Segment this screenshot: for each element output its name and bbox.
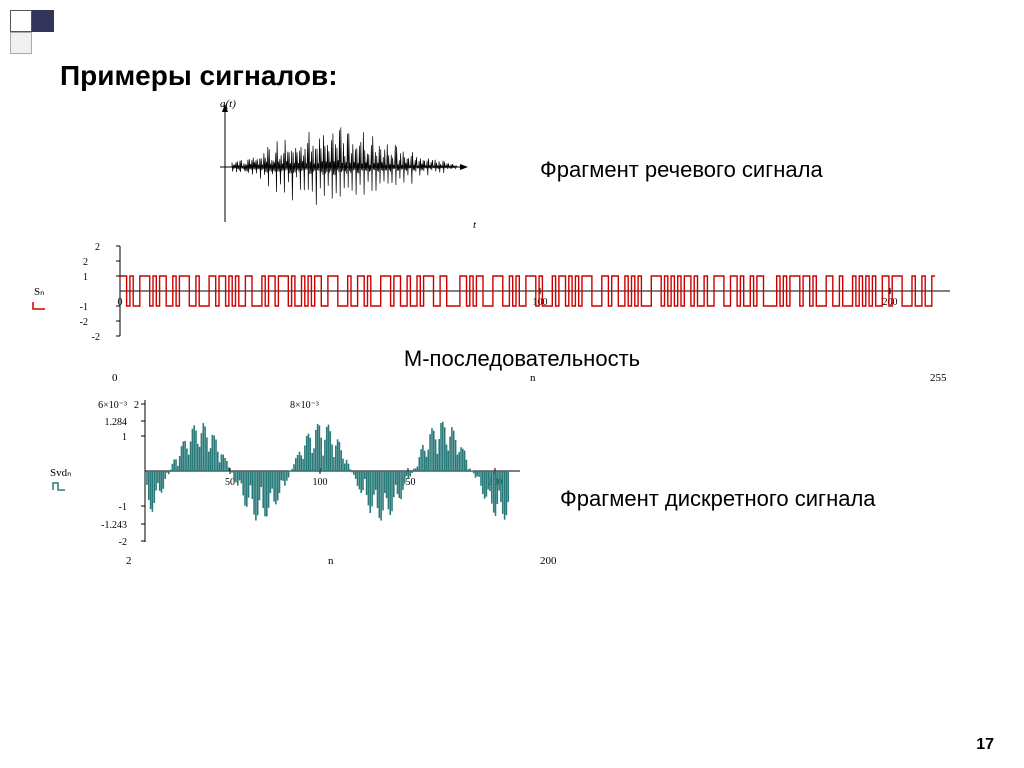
- speech-chart: a(t) t: [170, 102, 470, 237]
- svg-text:8×10⁻³: 8×10⁻³: [290, 400, 319, 411]
- mseq-nrow: 0 n 255: [60, 372, 984, 390]
- svg-text:1: 1: [83, 272, 88, 283]
- discrete-svg: 6×10⁻³21.2841-1-1.243-28×10⁻³50100150200: [60, 396, 530, 546]
- mseq-n-center: n: [530, 372, 536, 384]
- row-discrete: 6×10⁻³21.2841-1-1.243-28×10⁻³50100150200…: [60, 396, 984, 551]
- slide: Примеры сигналов: a(t) t Фрагмент речево…: [0, 0, 1024, 768]
- speech-xlabel: t: [473, 219, 476, 231]
- row-speech: a(t) t Фрагмент речевого сигнала: [60, 102, 984, 237]
- slide-title: Примеры сигналов:: [60, 60, 984, 92]
- mseq-marker-icon: [32, 301, 46, 311]
- mseq-n-left: 0: [112, 372, 118, 384]
- svg-text:2: 2: [95, 242, 100, 253]
- svg-text:-1: -1: [80, 302, 88, 313]
- discrete-n-left: 2: [126, 555, 132, 567]
- mseq-svg: 221-1-2-20100200: [60, 241, 960, 341]
- discrete-n-center: n: [328, 555, 334, 567]
- svg-text:0: 0: [118, 297, 123, 308]
- discrete-nrow: 2 n 200: [60, 555, 984, 573]
- svg-text:1: 1: [122, 432, 127, 443]
- svg-text:-1.243: -1.243: [101, 520, 127, 531]
- svg-text:-2: -2: [92, 332, 100, 341]
- discrete-n-right: 200: [540, 555, 557, 567]
- svg-text:-2: -2: [119, 537, 127, 546]
- svg-text:-1: -1: [119, 502, 127, 513]
- speech-caption: Фрагмент речевого сигнала: [540, 157, 823, 183]
- mseq-n-right: 255: [930, 372, 947, 384]
- speech-ylabel: a(t): [220, 98, 236, 110]
- mseq-side-label: Sₙ: [34, 285, 45, 298]
- mseq-caption-row: М-последовательность: [60, 346, 984, 372]
- page-number: 17: [976, 736, 994, 754]
- svg-text:-2: -2: [80, 317, 88, 328]
- discrete-side-label: Svdₙ: [50, 466, 72, 479]
- mseq-chart: 221-1-2-20100200 Sₙ: [60, 241, 984, 346]
- discrete-chart: 6×10⁻³21.2841-1-1.243-28×10⁻³50100150200…: [60, 396, 530, 551]
- svg-text:2: 2: [83, 257, 88, 268]
- discrete-caption: Фрагмент дискретного сигнала: [560, 486, 876, 512]
- svg-text:6×10⁻³: 6×10⁻³: [98, 400, 127, 411]
- svg-text:100: 100: [313, 477, 328, 488]
- svg-text:1.284: 1.284: [105, 417, 128, 428]
- mseq-caption: М-последовательность: [404, 346, 640, 371]
- speech-svg: [170, 102, 470, 232]
- discrete-marker-icon: [52, 482, 66, 492]
- svg-text:2: 2: [134, 400, 139, 411]
